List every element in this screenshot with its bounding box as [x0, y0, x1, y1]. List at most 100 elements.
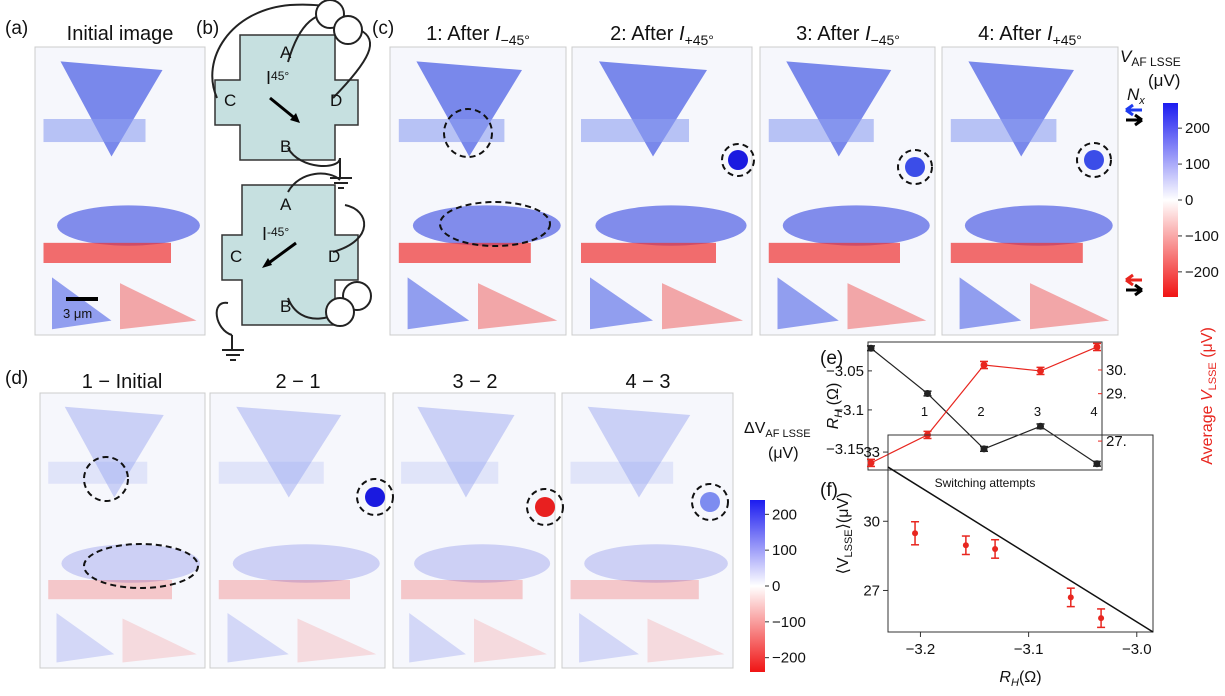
nx-label: Nx — [1127, 85, 1145, 107]
domain — [52, 277, 112, 330]
current-label: I45° — [266, 68, 289, 88]
terminal-labels: A B C D A B C D — [224, 43, 342, 316]
panel-label: (d) — [5, 368, 28, 389]
dashed-outline — [443, 108, 493, 158]
title-prefix: 3: After — [796, 23, 865, 45]
colorbar-tick-label: −100 — [772, 614, 806, 631]
symbol: V — [1120, 47, 1133, 66]
colorbar — [1163, 103, 1178, 297]
image-title: 3: After I−45° — [796, 23, 900, 48]
domain — [218, 461, 324, 484]
point — [867, 344, 875, 352]
domain — [1030, 283, 1110, 330]
spot — [728, 150, 748, 170]
colorbar-tick-label: 0 — [772, 578, 780, 595]
point — [980, 361, 988, 369]
terminal: C — [224, 91, 236, 110]
domain — [570, 580, 699, 600]
unit: ⟩(μV) — [835, 493, 852, 530]
wire — [332, 29, 371, 99]
symbol: I — [865, 23, 871, 45]
image-title: 2: After I+45° — [610, 23, 714, 48]
plots: 200 100 0 −100 −200 200 100 0 −100 −200 −3.05 −3.1 −… — [750, 103, 1219, 689]
domain — [414, 544, 551, 583]
symbol: I — [266, 68, 271, 88]
spot — [905, 157, 925, 177]
image-frame — [392, 392, 556, 669]
domain — [48, 461, 148, 484]
dashed-outline — [356, 478, 394, 516]
title-prefix: 4: After — [978, 23, 1047, 45]
y2-tick-label: 27. — [1106, 433, 1127, 450]
symbol: I — [679, 23, 685, 45]
terminal: C — [230, 247, 242, 266]
subscript: H — [833, 410, 845, 418]
domain — [43, 242, 171, 263]
panel-label: (b) — [196, 18, 219, 39]
domain — [297, 618, 377, 663]
x-tick-label: −3.2 — [906, 641, 936, 658]
domain — [782, 205, 930, 246]
x-tick-label: −3.0 — [1122, 641, 1152, 658]
y-tick-label: 27 — [863, 582, 880, 599]
arrow-head — [262, 258, 272, 268]
current-label: I-45° — [262, 224, 289, 244]
y-tick-label: 30 — [863, 513, 880, 530]
colorbar-tick-label: 200 — [772, 506, 797, 523]
x-tick-label: 3 — [1034, 404, 1041, 419]
symbol: I — [495, 23, 501, 45]
unit: (Ω) — [825, 383, 842, 410]
fit-line — [887, 466, 1154, 633]
terminal: A — [280, 195, 292, 214]
domain — [570, 461, 674, 484]
subscript: H — [1011, 677, 1019, 689]
current-arrow — [269, 96, 298, 122]
point — [1067, 594, 1074, 601]
spot — [700, 492, 720, 512]
image-title: Initial image — [67, 23, 174, 45]
domain — [43, 119, 146, 143]
domain — [647, 618, 725, 663]
subscript: +45° — [1053, 32, 1082, 48]
x-tick-label: 2 — [977, 404, 984, 419]
colorbar-tick-label: 100 — [1185, 156, 1210, 173]
title-prefix: 1: After — [426, 23, 495, 45]
y-tick-label: −3.05 — [826, 363, 864, 380]
image — [389, 46, 567, 336]
colorbar — [750, 500, 765, 672]
image-title: 1: After I−45° — [426, 23, 530, 48]
cross — [214, 34, 359, 161]
terminal: D — [330, 91, 342, 110]
colorbar-tick-label: −200 — [772, 650, 806, 667]
symbol: R — [825, 417, 842, 429]
colorbar-label: VAF LSSE — [1120, 47, 1181, 69]
dashed-outline — [439, 201, 551, 247]
domain — [401, 580, 523, 600]
domain — [590, 277, 653, 330]
point — [1098, 615, 1105, 622]
domain — [847, 283, 927, 330]
domain — [409, 613, 466, 663]
domain — [60, 61, 163, 157]
image — [759, 46, 936, 336]
point — [992, 545, 999, 552]
y-tick-label: −3.15 — [826, 441, 864, 458]
domain — [584, 544, 728, 583]
domain — [474, 618, 547, 663]
symbol: N — [1127, 85, 1140, 104]
domain — [478, 283, 558, 330]
image — [392, 392, 556, 669]
domain — [417, 406, 515, 498]
domain — [64, 406, 164, 498]
symbol: ΔV — [744, 420, 766, 437]
arrow-head — [290, 113, 300, 123]
image-title: 1 − Initial — [82, 371, 163, 393]
image — [34, 46, 206, 336]
domain — [581, 242, 716, 263]
subscript: x — [1138, 95, 1145, 107]
symbol: I — [262, 224, 267, 244]
domain — [968, 61, 1074, 157]
meter — [333, 15, 363, 45]
